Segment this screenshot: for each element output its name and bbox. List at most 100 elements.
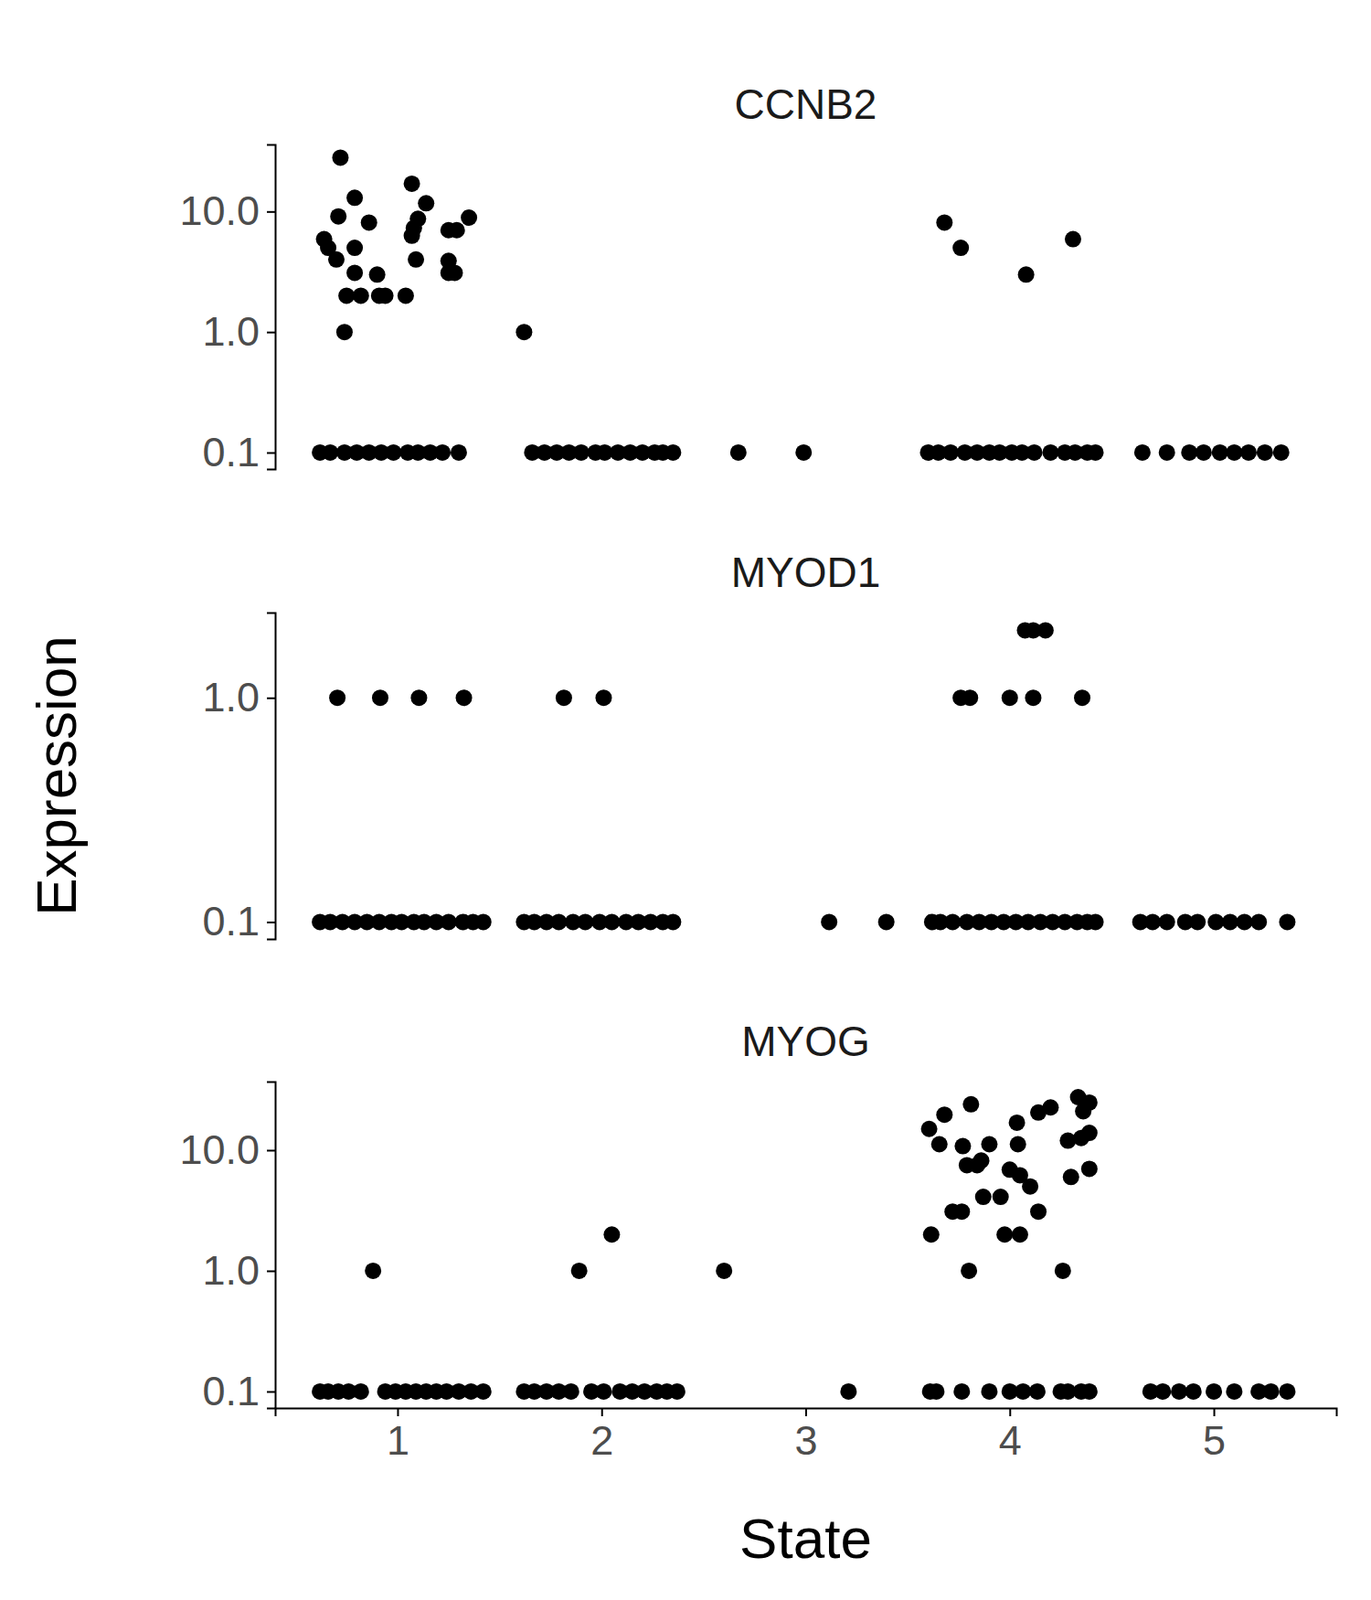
point	[942, 444, 959, 461]
panel: CCNB2 0.1 1.0 10.0	[179, 80, 1289, 476]
point	[352, 286, 370, 304]
point	[603, 1225, 620, 1243]
point	[595, 1382, 612, 1400]
y-tick: 0.1	[201, 1367, 276, 1414]
point	[669, 1382, 686, 1400]
y-tick-label: 0.1	[201, 1367, 260, 1414]
panel-title: CCNB2	[734, 80, 878, 128]
point	[1250, 913, 1267, 930]
point	[992, 1188, 1010, 1205]
point	[328, 251, 345, 268]
point	[1205, 1382, 1223, 1400]
point	[361, 213, 378, 231]
y-tick: 1.0	[201, 308, 276, 355]
point	[403, 227, 421, 245]
point	[329, 689, 346, 706]
point	[953, 1202, 970, 1220]
point	[338, 286, 355, 304]
panel-title: MYOD1	[731, 548, 882, 596]
y-tick: 1.0	[201, 1246, 276, 1294]
point	[456, 689, 473, 706]
point	[1087, 444, 1105, 461]
y-tick-label: 1.0	[201, 1246, 260, 1294]
point	[944, 913, 961, 930]
y-tick-mark	[266, 211, 276, 213]
point	[1081, 1124, 1098, 1141]
point	[1073, 689, 1091, 706]
point	[550, 913, 567, 930]
point	[1001, 689, 1019, 706]
point	[329, 208, 347, 225]
point	[352, 1382, 370, 1400]
point	[1154, 1382, 1171, 1400]
point	[1041, 1098, 1059, 1116]
y-tick-label: 0.1	[201, 897, 260, 945]
point	[371, 689, 389, 706]
point	[952, 239, 969, 256]
x-tick-mark	[1009, 1407, 1011, 1416]
point	[384, 444, 402, 461]
point	[369, 265, 386, 283]
point	[839, 1382, 857, 1400]
point	[931, 1135, 948, 1152]
point	[434, 444, 451, 461]
point	[1263, 1382, 1280, 1400]
point	[407, 251, 425, 268]
point	[715, 1262, 733, 1279]
point	[1014, 1382, 1031, 1400]
point	[346, 239, 363, 256]
x-tick-label: 1	[386, 1416, 410, 1464]
point	[1273, 444, 1290, 461]
point	[515, 323, 532, 341]
point	[1081, 1382, 1098, 1400]
x-tick: 5	[1202, 1407, 1226, 1464]
point	[346, 264, 363, 281]
point	[555, 689, 573, 706]
point	[1037, 621, 1054, 638]
point	[973, 1151, 990, 1169]
point	[1054, 1262, 1072, 1279]
point	[321, 444, 339, 461]
point	[921, 1120, 938, 1138]
point	[573, 444, 590, 461]
point	[448, 222, 466, 239]
panel-title: MYOG	[741, 1017, 871, 1065]
point	[440, 913, 457, 930]
x-tick: 1	[386, 1407, 410, 1464]
point	[1240, 444, 1257, 461]
point	[603, 913, 620, 930]
point	[961, 689, 978, 706]
chart: CCNB20.11.010.0MYOD10.11.0ExpressionMYOG…	[0, 0, 1371, 1600]
y-tick-mark	[266, 451, 276, 454]
point	[1256, 444, 1274, 461]
point	[1158, 444, 1176, 461]
point	[563, 1382, 580, 1400]
point	[878, 913, 895, 930]
y-tick-label: 0.1	[201, 428, 260, 476]
y-axis-line	[266, 613, 277, 940]
x-axis-line	[276, 1408, 1338, 1417]
y-tick-mark	[266, 697, 276, 700]
point	[962, 1095, 979, 1113]
point	[927, 1382, 945, 1400]
point	[475, 913, 492, 930]
point	[397, 286, 415, 304]
y-tick-label: 10.0	[179, 1126, 260, 1173]
x-tick: 2	[590, 1407, 614, 1464]
point	[1180, 444, 1198, 461]
y-tick: 0.1	[201, 428, 276, 476]
y-tick-mark	[266, 1390, 276, 1393]
point	[1026, 444, 1043, 461]
point	[1185, 1382, 1202, 1400]
x-tick-mark	[805, 1407, 808, 1416]
y-tick: 10.0	[179, 187, 276, 234]
point	[1278, 1382, 1296, 1400]
point	[954, 1137, 971, 1155]
point	[975, 1188, 992, 1205]
point	[1081, 1094, 1098, 1111]
point	[571, 1262, 588, 1279]
point	[1062, 1168, 1080, 1185]
point	[1081, 1159, 1098, 1177]
point	[331, 148, 349, 166]
points	[311, 1088, 1296, 1400]
